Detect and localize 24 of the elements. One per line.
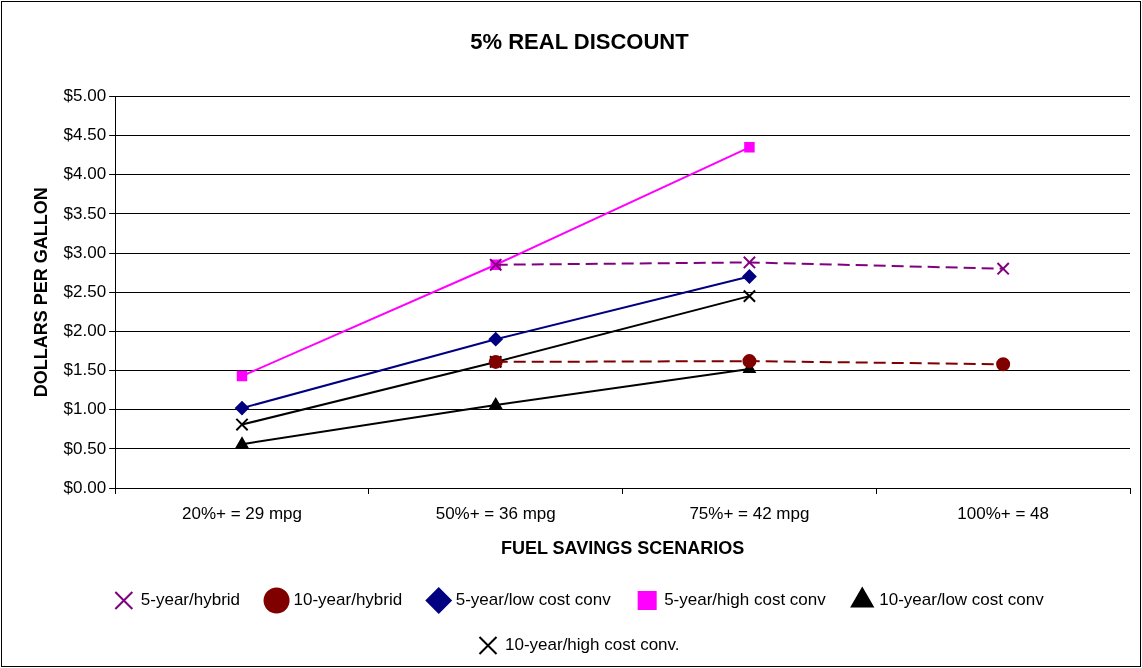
legend-label: 5-year/hybrid bbox=[140, 590, 241, 610]
y-axis-title: DOLLARS PER GALLON bbox=[30, 187, 51, 398]
y-tick-label: $1.50 bbox=[63, 360, 107, 380]
x-tick-label: 100%+ = 48 bbox=[957, 503, 1049, 523]
y-tick-label: $1.00 bbox=[63, 399, 107, 419]
legend-label: 10-year/hybrid bbox=[293, 590, 403, 610]
y-tick-label: $3.00 bbox=[63, 242, 107, 262]
y-tick-label: $2.00 bbox=[63, 321, 107, 341]
legend-label: 10-year/low cost conv bbox=[879, 590, 1045, 610]
legend-label: 5-year/high cost conv bbox=[664, 590, 827, 610]
y-tick-label: $4.50 bbox=[63, 125, 107, 145]
y-tick-label: $0.50 bbox=[63, 438, 107, 458]
y-tick-label: $3.50 bbox=[63, 203, 107, 223]
x-axis-title: FUEL SAVINGS SCENARIOS bbox=[500, 538, 745, 559]
legend-label: 5-year/low cost conv bbox=[455, 590, 612, 610]
y-tick-label: $0.00 bbox=[63, 477, 107, 497]
y-tick-label: $4.00 bbox=[63, 164, 107, 184]
x-tick-label: 20%+ = 29 mpg bbox=[181, 503, 303, 523]
x-tick-label: 75%+ = 42 mpg bbox=[689, 503, 810, 523]
x-tick-label: 50%+ = 36 mpg bbox=[435, 503, 556, 523]
y-tick-label: $5.00 bbox=[63, 86, 107, 106]
legend-label: 10-year/high cost conv. bbox=[505, 635, 680, 655]
y-tick-label: $2.50 bbox=[63, 281, 107, 301]
chart-title: 5% REAL DISCOUNT bbox=[470, 29, 690, 55]
